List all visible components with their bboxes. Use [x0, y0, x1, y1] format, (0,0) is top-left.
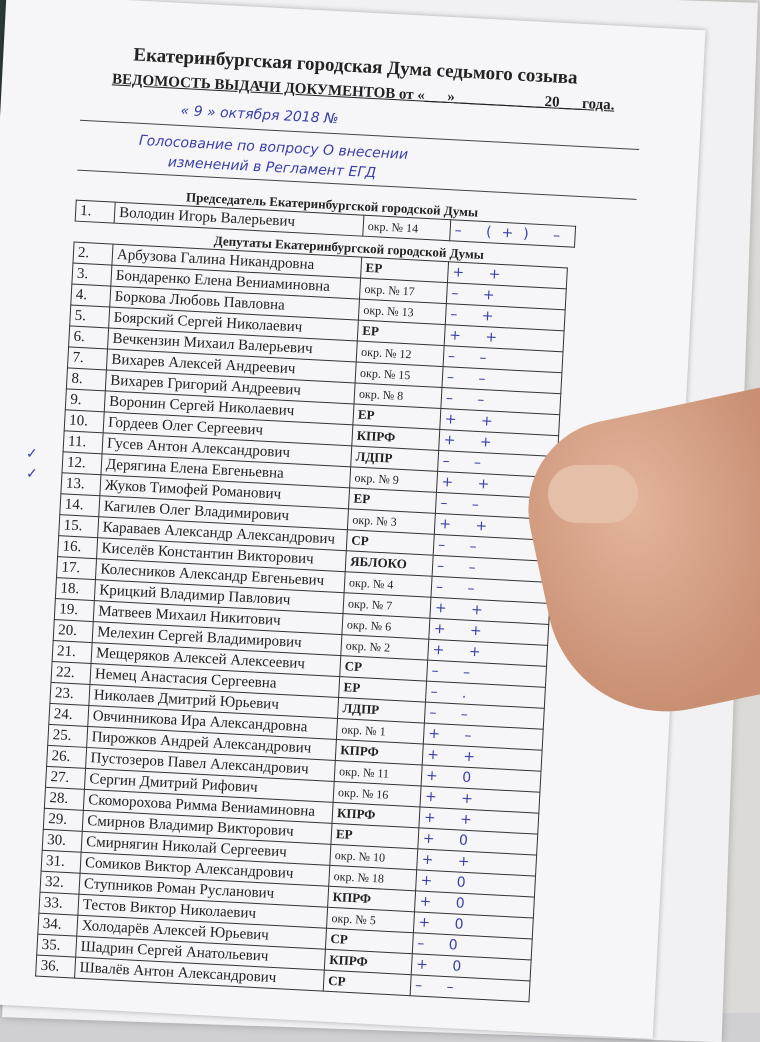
row-number: 32. [40, 871, 81, 895]
checkmark-icon: ✓ [26, 467, 38, 482]
row-number: 34. [37, 913, 78, 937]
row-number: 28. [44, 787, 85, 811]
row-number: 36. [35, 955, 76, 979]
row-party: окр. № 14 [362, 215, 451, 241]
row-number: 7. [67, 346, 108, 370]
row-number: 4. [70, 284, 111, 308]
thumb [548, 465, 638, 523]
checkmark-icon: ✓ [26, 447, 38, 462]
row-number: 19. [54, 598, 95, 622]
row-number: 26. [46, 745, 87, 769]
row-number: 14. [59, 493, 100, 517]
row-number: 8. [66, 367, 107, 391]
handwritten-date: « 9 » октября 2018 № [180, 102, 339, 128]
row-number: 3. [71, 263, 112, 287]
handwritten-topic: Голосование по вопросу О внесении измене… [137, 131, 638, 197]
row-number: 23. [49, 682, 90, 706]
row-number: 1. [75, 200, 116, 224]
row-number: 2. [72, 242, 114, 266]
row-number: 12. [61, 451, 103, 475]
row-number: 13. [60, 472, 101, 496]
row-number: 35. [36, 934, 77, 958]
row-number: 9. [65, 388, 106, 412]
row-number: 24. [48, 703, 89, 727]
row-party: СР [323, 970, 412, 996]
row-number: 27. [45, 766, 86, 790]
row-number: 11. [63, 430, 104, 454]
row-number: 30. [42, 829, 83, 853]
row-vote: – (+) – [449, 219, 576, 248]
row-number: 17. [56, 556, 97, 580]
row-number: 25. [47, 724, 88, 748]
row-number: 31. [41, 850, 82, 874]
row-number: 29. [43, 808, 84, 832]
deputies-table: 2. Арбузова Галина Никандровна ЕР + +3. Бонд… [35, 242, 568, 1003]
row-number: 22. [50, 661, 92, 685]
row-number: 18. [55, 577, 96, 601]
row-number: 33. [38, 892, 79, 916]
row-number: 5. [69, 304, 110, 328]
row-number: 16. [57, 535, 98, 559]
row-number: 10. [64, 409, 105, 433]
row-number: 6. [68, 325, 109, 349]
row-number: 20. [53, 619, 94, 643]
row-number: 21. [52, 640, 93, 664]
row-number: 15. [58, 514, 99, 538]
